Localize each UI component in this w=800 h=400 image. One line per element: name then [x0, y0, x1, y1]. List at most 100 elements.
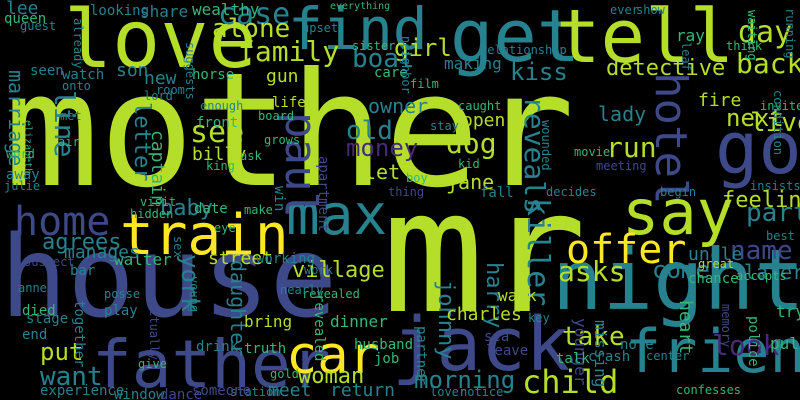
word-accepts: accepts — [736, 269, 787, 283]
word-julie: julie — [4, 179, 41, 193]
word-mr: mr — [382, 154, 587, 352]
word-board: board — [258, 109, 295, 123]
word-sex: sex — [171, 236, 185, 258]
word-posse: posse — [104, 287, 141, 301]
word-work: work — [304, 263, 333, 277]
word-key: key — [528, 311, 550, 325]
word-try: try — [776, 302, 800, 321]
word-everything: everything — [330, 1, 391, 12]
word-home: home — [14, 199, 111, 245]
word-train: train — [120, 203, 289, 268]
word-let: let — [364, 160, 401, 184]
word-lady: lady — [598, 102, 647, 126]
word-life: life — [272, 95, 306, 111]
word-make: make — [244, 203, 273, 217]
word-live: live — [750, 108, 800, 138]
word-bring: bring — [244, 312, 293, 331]
word-fall: fall — [480, 185, 514, 201]
word-air: air — [58, 135, 80, 149]
word-new: new — [144, 68, 177, 89]
word-say: say — [622, 176, 734, 249]
word-caught: caught — [458, 99, 502, 113]
word-making: making — [444, 54, 502, 73]
word-chance: chance — [688, 271, 739, 287]
word-family: family — [238, 35, 340, 68]
word-want: want — [40, 362, 103, 392]
word-revealed: revealed — [311, 294, 327, 362]
word-decides: decides — [546, 185, 597, 199]
word-talk: talk — [556, 351, 590, 367]
word-relationship: relationship — [480, 43, 567, 57]
word-neighbor: neighbor — [399, 36, 413, 94]
word-note: note — [620, 337, 654, 353]
word-seen: seen — [30, 63, 64, 79]
word-end: end — [22, 327, 48, 343]
word-leaf: leaf — [679, 42, 693, 71]
word-stay: stay — [430, 119, 459, 133]
word-film: film — [410, 77, 439, 91]
word-enough: enough — [200, 99, 244, 113]
word-wealthy: wealthy — [192, 0, 260, 19]
word-crash: crash — [588, 349, 631, 365]
word-kiss: kiss — [510, 58, 568, 86]
word-stage: stage — [26, 311, 69, 327]
word-movie: movie — [574, 145, 611, 159]
word-old: old — [346, 116, 393, 146]
word-eye: eye — [214, 221, 236, 235]
word-great: great — [698, 257, 735, 271]
word-elizabeth: elizabeth — [22, 120, 33, 175]
word-owner: owner — [368, 94, 429, 118]
word-sister: sister — [352, 39, 396, 53]
word-meet: meet — [268, 380, 312, 400]
word-running: running — [783, 8, 797, 59]
word-dinner: dinner — [330, 312, 388, 331]
word-return: return — [330, 380, 396, 400]
word-notice: notice — [460, 385, 504, 399]
word-street: street — [208, 248, 274, 269]
word-partner: partner — [413, 326, 429, 386]
word-heart: heart — [675, 300, 696, 355]
word-met: met — [60, 109, 82, 123]
word-night: night — [552, 231, 800, 329]
word-date: date — [194, 201, 228, 217]
word-queen: queen — [4, 11, 47, 27]
word-love: love — [64, 0, 257, 86]
word-kid: kid — [458, 157, 480, 171]
word-gun: gun — [266, 66, 299, 87]
word-boy: boy — [406, 171, 428, 185]
word-gold: gold — [270, 367, 299, 381]
word-revealed2: revealed — [302, 287, 360, 301]
word-anne: anne — [18, 281, 47, 295]
word-young: young — [187, 276, 201, 313]
word-husband: husband — [354, 337, 414, 353]
word-insists: insists — [750, 179, 800, 193]
word-walter: walter — [114, 250, 172, 269]
word-nearly: nearly — [280, 283, 324, 297]
word-share: share — [140, 2, 189, 21]
word-give: give — [138, 357, 167, 371]
word-best: best — [766, 229, 795, 243]
word-take: take — [562, 322, 625, 352]
word-detective: detective — [606, 56, 726, 81]
word-put: put — [40, 338, 84, 366]
word-ask: ask — [240, 149, 262, 163]
word-play: play — [104, 303, 138, 319]
word-suggests: suggests — [183, 42, 197, 100]
word-wounded: wounded — [539, 120, 553, 171]
word-room: room — [156, 83, 185, 97]
word-already: already — [71, 18, 85, 69]
word-boat: boat — [352, 44, 415, 74]
word-alone: alone — [212, 14, 291, 44]
word-leave: leave — [486, 343, 529, 359]
word-lee: lee — [6, 0, 39, 19]
word-come: come — [652, 256, 710, 284]
word-baby: baby — [160, 196, 213, 221]
word-feeling: feeling — [722, 188, 800, 213]
word-win: win — [271, 186, 287, 212]
word-walk: walk — [498, 286, 537, 305]
word-asks: asks — [558, 255, 626, 288]
word-upset: upset — [302, 21, 339, 35]
word-run: run — [606, 131, 657, 164]
word-died: died — [22, 303, 56, 319]
word-suspect: suspect — [24, 255, 75, 269]
